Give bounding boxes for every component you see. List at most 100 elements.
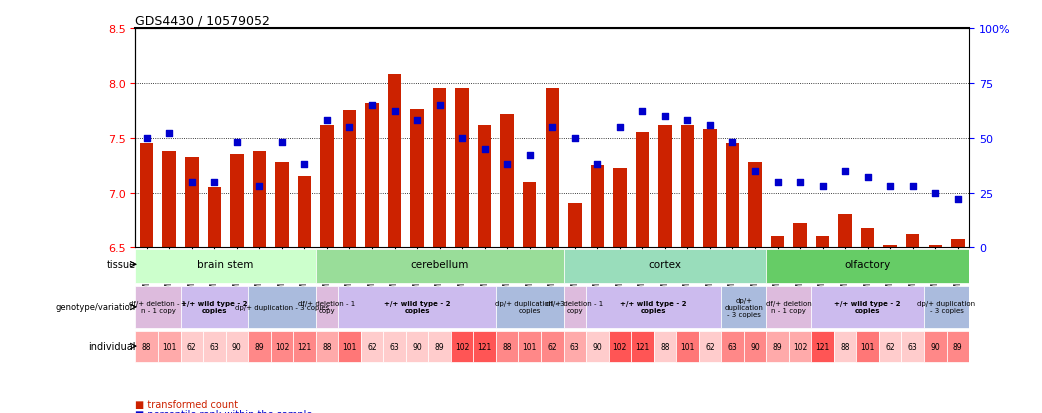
FancyBboxPatch shape — [248, 286, 316, 328]
Point — [364, 102, 380, 109]
Bar — [388, 75, 401, 248]
FancyBboxPatch shape — [564, 331, 586, 362]
Text: 88: 88 — [322, 342, 331, 351]
Bar — [659, 125, 672, 248]
FancyBboxPatch shape — [180, 286, 248, 328]
Bar — [680, 125, 694, 248]
FancyBboxPatch shape — [812, 286, 924, 328]
FancyBboxPatch shape — [496, 286, 564, 328]
Text: 63: 63 — [727, 342, 738, 351]
Bar — [928, 246, 942, 248]
Point — [206, 179, 223, 185]
Bar — [816, 237, 829, 248]
Text: df/+ deletion - 1
copy: df/+ deletion - 1 copy — [298, 301, 355, 313]
Text: 101: 101 — [163, 342, 176, 351]
Point — [589, 161, 605, 168]
Bar — [523, 182, 537, 248]
Bar — [432, 89, 446, 248]
Point — [747, 168, 764, 174]
Point — [837, 168, 853, 174]
Point — [251, 183, 268, 190]
Text: df/+ deletion - 1
n - 1 copy: df/+ deletion - 1 n - 1 copy — [129, 301, 187, 313]
Point — [949, 196, 966, 203]
FancyBboxPatch shape — [586, 286, 721, 328]
FancyBboxPatch shape — [361, 331, 383, 362]
Text: 62: 62 — [547, 342, 557, 351]
Text: 89: 89 — [953, 342, 963, 351]
Bar — [748, 162, 762, 248]
Text: 90: 90 — [750, 342, 760, 351]
FancyBboxPatch shape — [879, 331, 901, 362]
Text: genotype/variation: genotype/variation — [55, 303, 135, 312]
Bar — [884, 246, 897, 248]
Point — [724, 140, 741, 146]
Bar — [163, 152, 176, 248]
Text: 90: 90 — [931, 342, 940, 351]
Text: olfactory: olfactory — [845, 260, 891, 270]
Text: 62: 62 — [187, 342, 197, 351]
Bar — [455, 89, 469, 248]
Text: dp/+ duplication - 3
copies: dp/+ duplication - 3 copies — [495, 301, 565, 313]
Text: 89: 89 — [435, 342, 445, 351]
Bar — [207, 188, 221, 248]
Point — [341, 124, 357, 131]
Bar — [591, 166, 604, 248]
Text: 90: 90 — [413, 342, 422, 351]
Text: tissue: tissue — [106, 260, 135, 270]
FancyBboxPatch shape — [946, 331, 969, 362]
FancyBboxPatch shape — [541, 331, 564, 362]
Text: 121: 121 — [636, 342, 649, 351]
Text: 62: 62 — [705, 342, 715, 351]
Text: 88: 88 — [502, 342, 512, 351]
Point — [656, 113, 673, 120]
Bar — [140, 144, 153, 248]
Point — [567, 135, 584, 142]
Point — [701, 122, 718, 128]
FancyBboxPatch shape — [316, 331, 339, 362]
FancyBboxPatch shape — [405, 331, 428, 362]
Text: df/+ deletion
n - 1 copy: df/+ deletion n - 1 copy — [766, 301, 812, 313]
FancyBboxPatch shape — [901, 331, 924, 362]
Bar — [411, 110, 424, 248]
FancyBboxPatch shape — [789, 331, 812, 362]
Bar — [478, 125, 492, 248]
Text: 88: 88 — [841, 342, 850, 351]
Text: 63: 63 — [908, 342, 918, 351]
Point — [499, 161, 516, 168]
FancyBboxPatch shape — [293, 331, 316, 362]
Text: 121: 121 — [477, 342, 492, 351]
FancyBboxPatch shape — [653, 331, 676, 362]
Bar — [185, 158, 199, 248]
FancyBboxPatch shape — [339, 331, 361, 362]
FancyBboxPatch shape — [857, 331, 879, 362]
Point — [228, 140, 245, 146]
Bar — [500, 114, 514, 248]
Text: 101: 101 — [680, 342, 695, 351]
Point — [792, 179, 809, 185]
Text: cerebellum: cerebellum — [411, 260, 469, 270]
Text: 102: 102 — [613, 342, 627, 351]
Text: individual: individual — [88, 341, 135, 351]
Bar — [568, 204, 581, 248]
Bar — [725, 144, 739, 248]
FancyBboxPatch shape — [135, 331, 158, 362]
Point — [387, 109, 403, 115]
Point — [454, 135, 471, 142]
Bar — [298, 177, 312, 248]
FancyBboxPatch shape — [834, 331, 857, 362]
FancyBboxPatch shape — [676, 331, 699, 362]
Text: 102: 102 — [455, 342, 469, 351]
FancyBboxPatch shape — [316, 249, 564, 283]
Bar — [703, 130, 717, 248]
Text: 90: 90 — [593, 342, 602, 351]
Point — [634, 109, 650, 115]
Point — [296, 161, 313, 168]
Point — [183, 179, 200, 185]
Text: dp/+ duplication - 3 copies: dp/+ duplication - 3 copies — [234, 304, 329, 310]
FancyBboxPatch shape — [496, 331, 519, 362]
Text: 101: 101 — [343, 342, 356, 351]
FancyBboxPatch shape — [519, 331, 541, 362]
FancyBboxPatch shape — [766, 331, 789, 362]
Text: dp/+
duplication
- 3 copies: dp/+ duplication - 3 copies — [724, 297, 763, 317]
Text: 89: 89 — [773, 342, 783, 351]
